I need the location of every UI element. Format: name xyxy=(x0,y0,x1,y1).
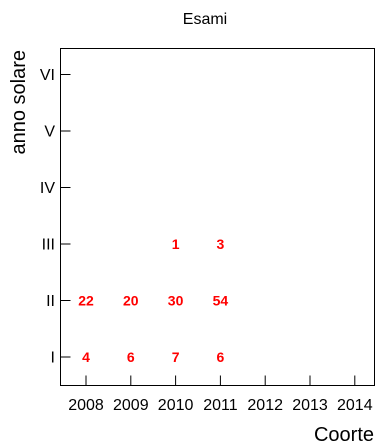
x-tick-label: 2013 xyxy=(292,397,328,414)
y-axis-label: anno solare xyxy=(8,50,30,155)
data-label: 22 xyxy=(78,293,94,309)
y-tick-label: I xyxy=(51,350,55,367)
data-label: 20 xyxy=(123,293,139,309)
data-label: 30 xyxy=(168,293,184,309)
chart-title: Esami xyxy=(183,11,227,28)
y-tick-label: VI xyxy=(40,67,55,84)
y-tick-label: II xyxy=(46,293,55,310)
x-tick-label: 2008 xyxy=(68,397,104,414)
y-tick-label: V xyxy=(44,124,55,141)
x-tick-label: 2009 xyxy=(113,397,149,414)
y-tick-label: IV xyxy=(40,180,55,197)
data-label: 6 xyxy=(127,349,135,365)
x-axis-label: Coorte xyxy=(314,424,374,446)
data-label: 1 xyxy=(172,236,180,252)
data-label: 7 xyxy=(172,349,180,365)
x-tick-label: 2011 xyxy=(203,397,238,414)
x-axis: 2008 2009 2010 2011 2012 2013 2014 xyxy=(68,375,373,414)
x-tick-label: 2010 xyxy=(158,397,194,414)
y-tick-label: III xyxy=(42,237,55,254)
x-tick-label: 2014 xyxy=(337,397,373,414)
data-label: 4 xyxy=(82,349,90,365)
data-label: 3 xyxy=(217,236,225,252)
value-labels: 4 6 7 6 22 20 30 54 1 3 xyxy=(78,236,228,365)
plot-frame xyxy=(60,48,375,386)
x-tick-label: 2012 xyxy=(247,397,283,414)
data-label: 54 xyxy=(213,293,229,309)
data-label: 6 xyxy=(217,349,225,365)
